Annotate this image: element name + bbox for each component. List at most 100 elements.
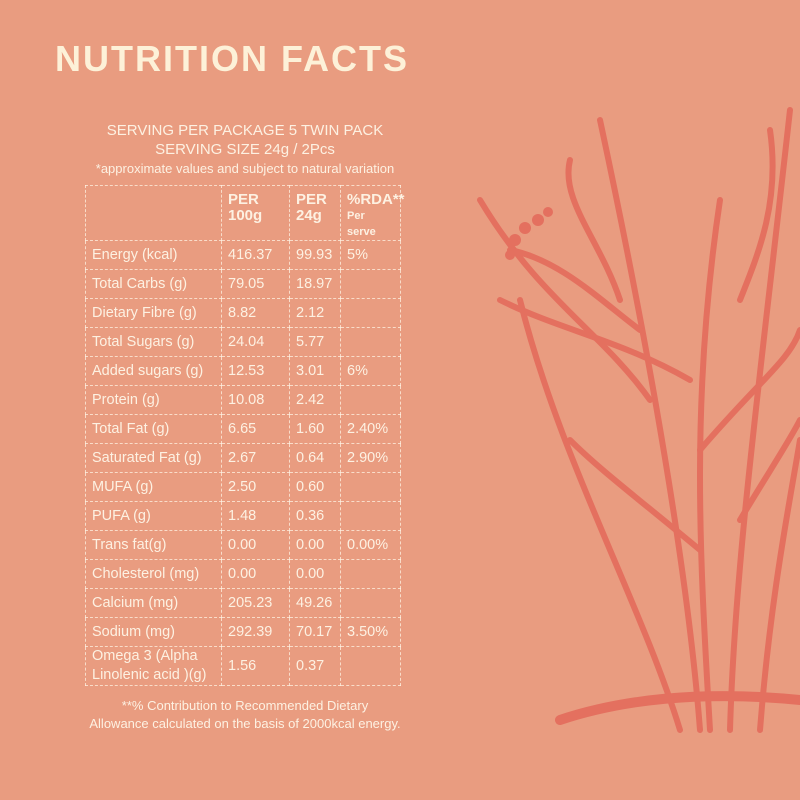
- leaf: [737, 127, 776, 303]
- footnote: **% Contribution to Recommended Dietary …: [40, 697, 450, 733]
- nutrient-value: 70.17: [289, 617, 341, 647]
- nutrient-value: 49.26: [289, 588, 341, 618]
- nutrient-name: Added sugars (g): [85, 356, 222, 386]
- nutrient-name: Cholesterol (mg): [85, 559, 222, 589]
- nutrient-name: Saturated Fat (g): [85, 443, 222, 473]
- nutrient-value: 8.82: [221, 298, 290, 328]
- header-cell: %RDA** Per serve: [340, 185, 405, 241]
- nutrient-row: Omega 3 (Alpha Linolenic acid )(g) 1.56 0.…: [85, 646, 401, 686]
- nutrient-name: Protein (g): [85, 385, 222, 415]
- header-cell: PER 100g: [221, 185, 290, 241]
- nutrient-value: [340, 501, 401, 531]
- serving-per-package: SERVING PER PACKAGE 5 TWIN PACK: [106, 122, 384, 139]
- nutrient-name: MUFA (g): [85, 472, 222, 502]
- header-row: PER 100g PER 24g %RDA** Per serve: [85, 185, 405, 241]
- nutrient-value: 6.65: [221, 414, 290, 444]
- footnote-line: Allowance calculated on the basis of 200…: [89, 716, 401, 731]
- nutrient-value: [340, 646, 401, 686]
- stem: [517, 297, 683, 733]
- nutrient-value: [340, 385, 401, 415]
- nutrient-value: 5.77: [289, 327, 341, 357]
- leaf: [697, 327, 800, 453]
- leaf: [477, 197, 653, 403]
- nutrient-name: Trans fat(g): [85, 530, 222, 560]
- nutrient-row: Sodium (mg) 292.39 70.17 3.50%: [85, 617, 401, 647]
- nutrient-value: 79.05: [221, 269, 290, 299]
- nutrient-value: 2.42: [289, 385, 341, 415]
- nutrient-name: Sodium (mg): [85, 617, 222, 647]
- nutrient-value: 1.60: [289, 414, 341, 444]
- nutrient-value: 2.50: [221, 472, 290, 502]
- nutrient-value: 2.67: [221, 443, 290, 473]
- nutrient-value: [340, 472, 401, 502]
- nutrient-row: Total Sugars (g) 24.04 5.77: [85, 327, 401, 357]
- nutrient-value: [340, 269, 401, 299]
- nutrient-value: [340, 298, 401, 328]
- header-line: 100g: [228, 207, 263, 224]
- nutrient-value: 18.97: [289, 269, 341, 299]
- header-cell: [85, 185, 222, 241]
- leaf: [737, 417, 800, 523]
- nutrient-value: 0.00: [221, 530, 290, 560]
- header-line: PER: [228, 191, 259, 208]
- nutrient-value: 2.40%: [340, 414, 401, 444]
- nutrition-table: PER 100g PER 24g %RDA** Per serve Energy (kca…: [85, 185, 405, 686]
- nutrient-name: Omega 3 (Alpha Linolenic acid )(g): [85, 646, 222, 686]
- footnote-line: **% Contribution to Recommended Dietary: [121, 698, 369, 713]
- nutrient-name: PUFA (g): [85, 501, 222, 531]
- nutrient-value: 0.00: [289, 530, 341, 560]
- nutrient-value: 1.48: [221, 501, 290, 531]
- nutrient-row: Trans fat(g) 0.00 0.00 0.00%: [85, 530, 401, 560]
- nutrient-value: 0.00: [289, 559, 341, 589]
- stem: [757, 437, 800, 733]
- nutrient-value: 2.12: [289, 298, 341, 328]
- nutrient-row: Dietary Fibre (g) 8.82 2.12: [85, 298, 401, 328]
- nutrient-value: 6%: [340, 356, 401, 386]
- nutrient-value: 10.08: [221, 385, 290, 415]
- nutrient-row: Saturated Fat (g) 2.67 0.64 2.90%: [85, 443, 401, 473]
- nutrient-value: 3.01: [289, 356, 341, 386]
- nutrient-name: Total Carbs (g): [85, 269, 222, 299]
- nutrient-value: 205.23: [221, 588, 290, 618]
- nutrient-row: MUFA (g) 2.50 0.60: [85, 472, 401, 502]
- header-line: 24g: [296, 207, 322, 224]
- nutrient-row: PUFA (g) 1.48 0.36: [85, 501, 401, 531]
- note: *approximate values and subject to natur…: [95, 161, 395, 176]
- nutrient-row: Total Fat (g) 6.65 1.60 2.40%: [85, 414, 401, 444]
- nutrient-value: 292.39: [221, 617, 290, 647]
- nutrient-name: Calcium (mg): [85, 588, 222, 618]
- title: NUTRITION FACTS: [55, 38, 409, 79]
- header-line: Per serve: [347, 210, 376, 238]
- serving-size: SERVING SIZE 24g / 2Pcs: [155, 141, 335, 158]
- nutrient-value: 99.93: [289, 240, 341, 270]
- leaf: [565, 157, 623, 303]
- nutrient-value: [340, 327, 401, 357]
- nutrient-value: 24.04: [221, 327, 290, 357]
- nutrient-value: [340, 559, 401, 589]
- nutrient-value: 0.00%: [340, 530, 401, 560]
- seed-head: [505, 207, 553, 260]
- header-cell: PER 24g: [289, 185, 341, 241]
- nutrient-value: 0.37: [289, 646, 341, 686]
- leaf: [497, 297, 693, 383]
- leaf: [507, 247, 643, 333]
- nutrient-name: Energy (kcal): [85, 240, 222, 270]
- stem: [727, 107, 793, 733]
- nutrient-row: Energy (kcal) 416.37 99.93 5%: [85, 240, 401, 270]
- nutrient-row: Added sugars (g) 12.53 3.01 6%: [85, 356, 401, 386]
- leaf: [567, 437, 703, 553]
- stem: [597, 117, 703, 733]
- nutrient-value: 2.90%: [340, 443, 401, 473]
- nutrient-row: Cholesterol (mg) 0.00 0.00: [85, 559, 401, 589]
- nutrient-value: 416.37: [221, 240, 290, 270]
- nutrient-row: Total Carbs (g) 79.05 18.97: [85, 269, 401, 299]
- header-line: PER: [296, 191, 327, 208]
- nutrient-value: 0.36: [289, 501, 341, 531]
- nutrient-value: 0.64: [289, 443, 341, 473]
- ground: [555, 691, 800, 725]
- nutrient-value: 12.53: [221, 356, 290, 386]
- header-line: %RDA**: [347, 191, 405, 208]
- nutrient-value: 3.50%: [340, 617, 401, 647]
- nutrient-name: Dietary Fibre (g): [85, 298, 222, 328]
